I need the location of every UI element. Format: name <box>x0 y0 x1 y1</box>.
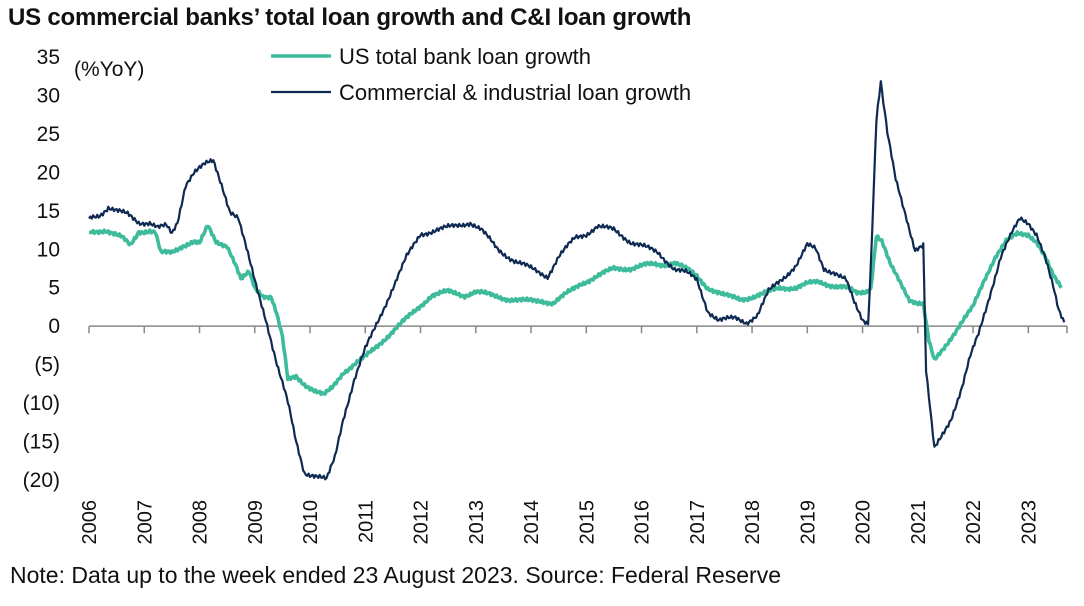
x-axis-ticks: 2006 2007 2008 2009 2010 2011 2012 2013 2014 2015… <box>79 326 1068 545</box>
x-tick-label: 2021 <box>908 500 930 545</box>
legend-label: US total bank loan growth <box>339 44 591 69</box>
x-tick-label: 2014 <box>521 500 543 545</box>
y-tick-label: (10) <box>23 392 60 415</box>
y-tick-label: 15 <box>37 200 60 223</box>
total-loan-growth-line <box>88 224 1063 397</box>
x-tick-label: 2012 <box>411 500 433 545</box>
x-tick-label: 2020 <box>853 500 875 545</box>
x-tick-label: 2007 <box>134 500 156 545</box>
x-tick-label: 2019 <box>797 500 819 545</box>
y-tick-label: 0 <box>48 315 60 338</box>
x-tick-label: 2023 <box>1018 500 1040 545</box>
x-tick-label: 2006 <box>79 500 101 545</box>
y-axis-unit-label: (%YoY) <box>74 58 144 81</box>
y-tick-label: (15) <box>23 431 60 454</box>
y-tick-label: (5) <box>34 354 60 377</box>
y-tick-label: 25 <box>37 123 60 146</box>
x-tick-label: 2008 <box>190 500 212 545</box>
x-tick-label: 2010 <box>300 500 322 545</box>
x-tick-label: 2013 <box>466 500 488 545</box>
series-layer <box>88 80 1066 481</box>
footnote: Note: Data up to the week ended 23 Augus… <box>10 562 781 588</box>
y-tick-label: (20) <box>23 469 60 492</box>
legend-label: Commercial & industrial loan growth <box>339 80 691 105</box>
x-tick-label: 2016 <box>632 500 654 545</box>
y-axis-ticks: 35 30 25 20 15 10 5 0 (5) (10) (15) (20) <box>23 46 60 492</box>
legend: US total bank loan growth Commercial & in… <box>271 44 691 105</box>
x-tick-label: 2017 <box>687 500 709 545</box>
x-tick-label: 2011 <box>355 500 377 543</box>
y-tick-label: 20 <box>37 161 60 184</box>
x-tick-label: 2015 <box>576 500 598 545</box>
x-tick-label: 2018 <box>742 500 764 545</box>
y-tick-label: 35 <box>37 46 60 69</box>
ci-loan-growth-line <box>88 80 1066 481</box>
y-tick-label: 10 <box>37 238 60 261</box>
x-tick-label: 2022 <box>963 500 985 545</box>
y-tick-label: 5 <box>48 277 60 300</box>
y-tick-label: 30 <box>37 84 60 107</box>
chart-title: US commercial banks’ total loan growth a… <box>8 4 692 31</box>
x-tick-label: 2009 <box>245 500 267 545</box>
